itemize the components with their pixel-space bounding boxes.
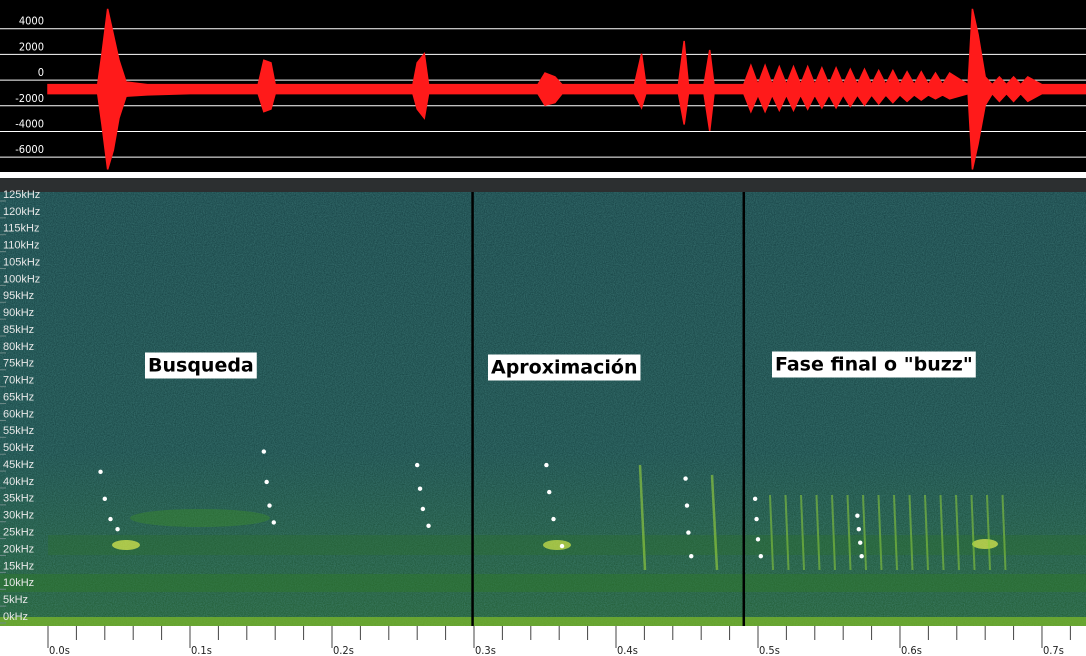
call-point — [683, 476, 687, 480]
energy-band — [0, 617, 1086, 626]
call-point — [686, 530, 690, 534]
annotation-text: Aproximación — [491, 357, 637, 379]
call-point — [857, 527, 861, 531]
y-tick-label: 0 — [38, 66, 44, 79]
y-tick-label: 100kHz — [3, 273, 40, 285]
call-point — [103, 497, 107, 501]
y-tick-label: 30kHz — [3, 510, 34, 522]
energy-blob — [112, 540, 140, 550]
app-view: -6000 -4000 -2000 0 2000 4000 0kHz 5kHz 10kHz 15k… — [0, 0, 1086, 656]
y-tick-label: 10kHz — [3, 577, 34, 589]
y-tick-label: 0kHz — [3, 611, 28, 623]
y-tick-label: 95kHz — [3, 290, 34, 302]
x-tick-label: 0.7s — [1043, 644, 1064, 656]
x-tick-label: 0.4s — [617, 644, 638, 656]
y-tick-label: 125kHz — [3, 189, 40, 201]
spectrogram-noise — [0, 192, 1086, 626]
panel-separator — [0, 172, 1086, 178]
x-tick-label: 0.2s — [333, 644, 354, 656]
y-tick-label: 20kHz — [3, 543, 34, 555]
call-point — [560, 544, 564, 548]
y-tick-label: 25kHz — [3, 527, 34, 539]
y-tick-label: 85kHz — [3, 324, 34, 336]
call-point — [264, 480, 268, 484]
call-point — [418, 487, 422, 491]
y-tick-label: 120kHz — [3, 206, 40, 218]
y-tick-label: 70kHz — [3, 375, 34, 387]
call-point — [753, 497, 757, 501]
call-point — [426, 524, 430, 528]
annotation: Fase final o "buzz" — [772, 352, 976, 378]
call-point — [267, 503, 271, 507]
panel-gap — [0, 178, 1086, 192]
y-tick-label: 50kHz — [3, 442, 34, 454]
y-tick-label: 55kHz — [3, 425, 34, 437]
call-point — [859, 554, 863, 558]
y-tick-label: 5kHz — [3, 594, 28, 606]
x-tick-label: 0.5s — [759, 644, 780, 656]
y-tick-label: 115kHz — [3, 223, 39, 235]
y-tick-label: -6000 — [15, 143, 44, 156]
call-point — [272, 520, 276, 524]
call-point — [551, 517, 555, 521]
call-point — [421, 507, 425, 511]
call-point — [756, 537, 760, 541]
y-tick-label: 75kHz — [3, 358, 34, 370]
call-point — [754, 517, 758, 521]
call-point — [108, 517, 112, 521]
call-point — [685, 503, 689, 507]
energy-blob — [543, 540, 571, 550]
y-tick-label: 45kHz — [3, 459, 34, 471]
energy-blob — [972, 539, 998, 549]
call-point — [115, 527, 119, 531]
y-tick-label: 2000 — [19, 40, 44, 53]
energy-band — [0, 574, 1086, 592]
energy-blob — [130, 509, 270, 527]
call-point — [689, 554, 693, 558]
page: -6000 -4000 -2000 0 2000 4000 0kHz 5kHz 10kHz 15k… — [0, 0, 1086, 656]
y-tick-label: 35kHz — [3, 493, 34, 505]
call-point — [415, 463, 419, 467]
y-tick-label: 15kHz — [3, 560, 34, 572]
x-tick-label: 0.3s — [475, 644, 496, 656]
y-tick-label: 65kHz — [3, 391, 34, 403]
call-point — [855, 514, 859, 518]
y-tick-label: 40kHz — [3, 476, 34, 488]
call-point — [858, 541, 862, 545]
annotation-text: Fase final o "buzz" — [775, 354, 973, 376]
y-tick-label: 4000 — [19, 15, 44, 28]
y-tick-label: -4000 — [15, 117, 44, 130]
annotation-text: Busqueda — [148, 355, 254, 377]
call-point — [98, 470, 102, 474]
call-point — [544, 463, 548, 467]
x-tick-label: 0.1s — [191, 644, 212, 656]
y-tick-label: 60kHz — [3, 408, 34, 420]
annotation: Aproximación — [488, 355, 640, 381]
time-axis — [0, 626, 1086, 656]
y-tick-label: 105kHz — [3, 256, 40, 268]
call-point — [262, 449, 266, 453]
x-tick-label: 0.6s — [901, 644, 922, 656]
y-tick-label: 110kHz — [3, 240, 39, 252]
y-tick-label: 90kHz — [3, 307, 34, 319]
call-point — [547, 490, 551, 494]
annotation: Busqueda — [145, 353, 257, 379]
y-tick-label: 80kHz — [3, 341, 34, 353]
call-point — [759, 554, 763, 558]
x-tick-label: 0.0s — [49, 644, 70, 656]
y-tick-label: -2000 — [15, 92, 44, 105]
